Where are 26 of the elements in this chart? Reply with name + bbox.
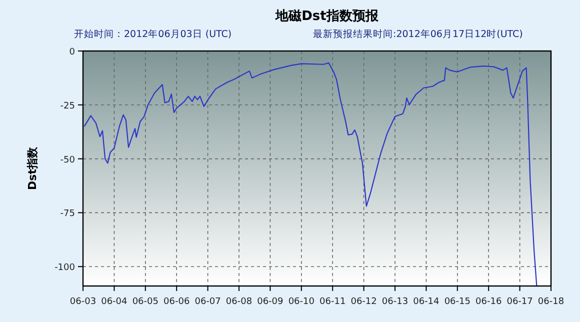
x-tick-label: 06-09 [257, 297, 284, 307]
x-tick-label: 06-08 [226, 297, 252, 307]
x-tick-label: 06-11 [320, 297, 346, 307]
y-tick-label: 0 [69, 48, 76, 58]
x-tick-label: 06-18 [538, 297, 564, 307]
y-tick-label: -75 [60, 209, 75, 220]
x-tick-label: 06-04 [101, 297, 128, 307]
line-series [84, 62, 538, 286]
y-tick-label: -50 [60, 155, 76, 166]
x-tick-label: 06-13 [382, 297, 408, 307]
x-tick-label: 06-15 [444, 297, 470, 307]
chart-subtitle: 开始时间：2012年06月03日 (UTC) [74, 28, 232, 40]
text: 最新预报结果时间:2012年06月17日12时(UTC) [313, 28, 523, 40]
y-axis-title: Dst指数 [26, 146, 39, 190]
y-tick-label: -100 [54, 263, 76, 274]
x-tick-label: 06-03 [70, 297, 96, 307]
x-tick-label: 06-17 [506, 297, 533, 307]
x-tick-label: 06-06 [164, 297, 190, 307]
x-tick-label: 06-16 [476, 297, 502, 307]
x-tick-label: 06-07 [194, 297, 221, 307]
chart-title: 地磁Dst指数预报 [274, 9, 380, 24]
x-tick-label: 06-14 [413, 297, 440, 307]
y-tick-label: -25 [60, 101, 75, 112]
x-tick-label: 06-10 [288, 297, 315, 307]
x-tick-label: 06-05 [132, 297, 158, 307]
x-tick-label: 06-12 [350, 297, 377, 307]
